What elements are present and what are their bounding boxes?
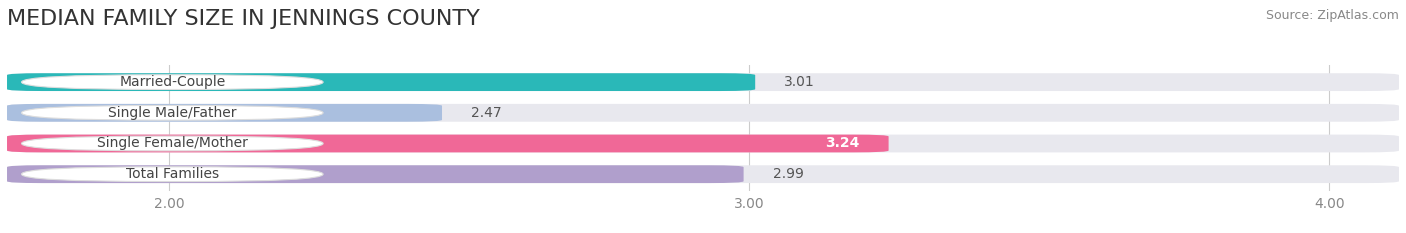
- Text: Source: ZipAtlas.com: Source: ZipAtlas.com: [1265, 9, 1399, 22]
- Text: 3.01: 3.01: [785, 75, 815, 89]
- Text: Total Families: Total Families: [125, 167, 219, 181]
- FancyBboxPatch shape: [21, 75, 323, 89]
- Text: Single Male/Father: Single Male/Father: [108, 106, 236, 120]
- Text: Single Female/Mother: Single Female/Mother: [97, 137, 247, 151]
- FancyBboxPatch shape: [21, 106, 323, 120]
- FancyBboxPatch shape: [7, 104, 441, 122]
- FancyBboxPatch shape: [7, 104, 1399, 122]
- Text: Married-Couple: Married-Couple: [120, 75, 225, 89]
- Text: 2.99: 2.99: [773, 167, 803, 181]
- Text: MEDIAN FAMILY SIZE IN JENNINGS COUNTY: MEDIAN FAMILY SIZE IN JENNINGS COUNTY: [7, 9, 479, 29]
- Text: 2.47: 2.47: [471, 106, 502, 120]
- FancyBboxPatch shape: [7, 135, 1399, 152]
- FancyBboxPatch shape: [21, 136, 323, 151]
- FancyBboxPatch shape: [21, 167, 323, 182]
- FancyBboxPatch shape: [7, 165, 1399, 183]
- FancyBboxPatch shape: [7, 73, 1399, 91]
- Text: 3.24: 3.24: [825, 137, 859, 151]
- FancyBboxPatch shape: [7, 135, 889, 152]
- FancyBboxPatch shape: [7, 73, 755, 91]
- FancyBboxPatch shape: [7, 165, 744, 183]
